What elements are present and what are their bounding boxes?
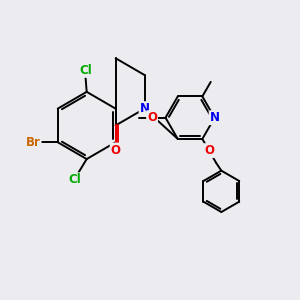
Text: O: O: [111, 143, 121, 157]
Text: N: N: [140, 102, 150, 115]
Text: O: O: [204, 144, 214, 157]
Text: Cl: Cl: [79, 64, 92, 77]
Text: O: O: [147, 111, 157, 124]
Text: N: N: [210, 111, 220, 124]
Text: Br: Br: [26, 136, 40, 149]
Text: Cl: Cl: [69, 173, 81, 186]
